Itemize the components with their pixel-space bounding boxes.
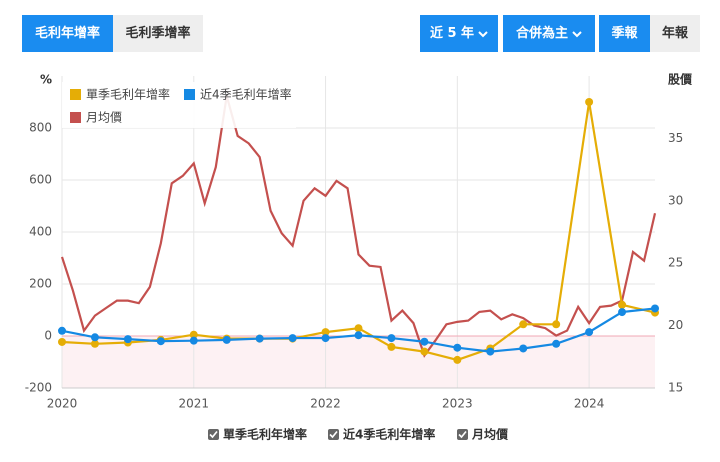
y2-axis-title: 股價 (668, 72, 693, 87)
y2-tick-label: 15 (668, 381, 683, 395)
point (156, 337, 165, 346)
series-line (60, 95, 657, 358)
point (222, 335, 231, 344)
chevron (572, 30, 582, 37)
point (189, 330, 198, 339)
point (420, 347, 429, 356)
point (58, 337, 66, 346)
checkbox (208, 429, 219, 440)
dropdown[interactable]: 合併為主 (503, 15, 595, 52)
x-tick-label: 2023 (442, 397, 473, 411)
point (618, 308, 627, 317)
legend-toggle[interactable]: 近4季毛利年增率 (328, 427, 435, 442)
y2-tick-label: 20 (668, 318, 683, 332)
checkmark (329, 430, 338, 439)
dropdown[interactable]: 近 5 年 (420, 15, 498, 52)
y2-tick-label: 35 (668, 131, 683, 145)
point (255, 334, 264, 343)
point (519, 344, 528, 353)
dropdown-label: 合併為主 (515, 26, 568, 41)
series-line (61, 101, 656, 362)
checkmark (458, 430, 467, 439)
point (354, 324, 363, 333)
point (453, 355, 462, 364)
tab[interactable]: 毛利季增率 (113, 15, 203, 52)
x-tick-label: 2022 (310, 397, 341, 411)
point (321, 328, 330, 337)
y-tick-label: -200 (25, 381, 52, 395)
x-tick-label: 2024 (574, 397, 605, 411)
legend-swatch (184, 89, 195, 100)
chevron (478, 30, 488, 37)
tab[interactable]: 毛利年增率 (22, 15, 113, 52)
toggle[interactable]: 季報 (599, 15, 650, 52)
y-tick-label: 400 (29, 225, 52, 239)
negative-area (62, 336, 655, 388)
point (387, 334, 396, 343)
point (123, 335, 132, 344)
y-tick-label: 200 (29, 277, 52, 291)
legend-label: 月均價 (86, 111, 122, 125)
x-tick-label: 2020 (47, 397, 78, 411)
checkmark (209, 430, 218, 439)
point (354, 331, 363, 340)
y2-tick-label: 25 (668, 256, 683, 270)
legend-swatch (70, 89, 81, 100)
point (288, 334, 297, 343)
point (585, 328, 594, 337)
y-tick-label: 0 (44, 329, 52, 343)
point (189, 336, 198, 345)
checkbox (328, 429, 339, 440)
legend-toggle[interactable]: 單季毛利年增率 (208, 427, 307, 442)
point (585, 98, 594, 106)
checkbox (457, 429, 468, 440)
legend-box (62, 82, 296, 128)
point (387, 342, 396, 351)
point (58, 326, 66, 335)
point (486, 347, 495, 356)
point (321, 334, 330, 343)
legend-swatch (70, 112, 81, 123)
point (651, 304, 659, 313)
point (453, 343, 462, 352)
x-tick-label: 2021 (179, 397, 210, 411)
toggle[interactable]: 年報 (650, 15, 700, 52)
y-axis-title: % (40, 73, 52, 87)
y2-tick-label: 30 (668, 193, 683, 207)
y-tick-label: 600 (29, 173, 52, 187)
legend-label: 月均價 (471, 427, 509, 442)
legend-toggle[interactable]: 月均價 (457, 427, 509, 442)
point (519, 320, 528, 329)
point (552, 339, 561, 348)
point (552, 320, 561, 329)
point (90, 339, 99, 348)
legend-label: 單季毛利年增率 (86, 87, 170, 102)
legend-label: 單季毛利年增率 (223, 427, 307, 442)
point (420, 337, 429, 346)
legend-label: 近4季毛利年增率 (343, 427, 435, 442)
point (90, 333, 99, 342)
point (618, 300, 627, 309)
y-tick-label: 800 (29, 121, 52, 135)
dropdown-label: 近 5 年 (429, 26, 475, 41)
legend-label: 近4季毛利年增率 (200, 87, 292, 102)
